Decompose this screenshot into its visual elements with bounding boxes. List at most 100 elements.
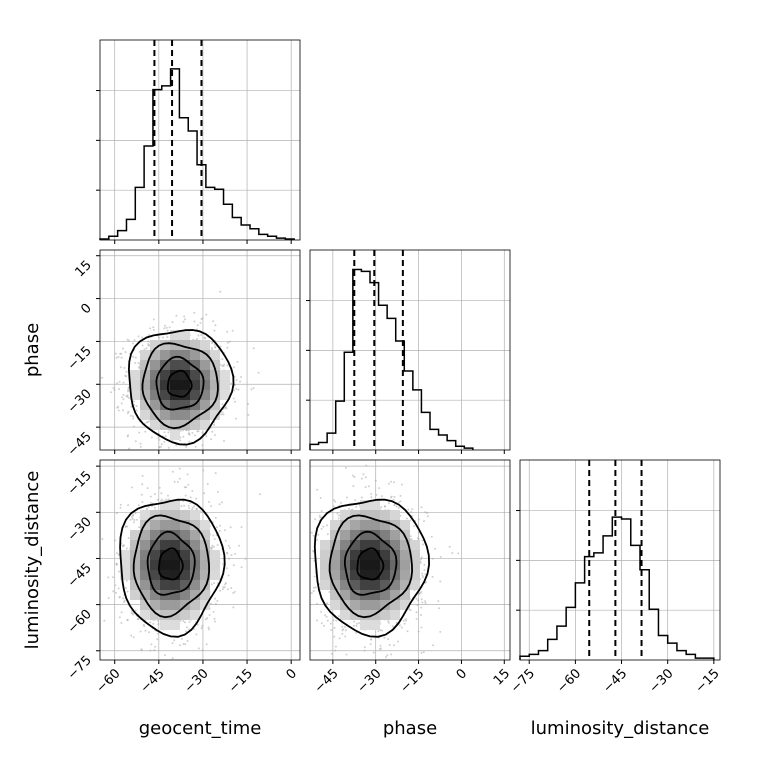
- density-cell: [200, 380, 210, 390]
- contour-line: [127, 329, 235, 446]
- density-cell: [190, 370, 200, 380]
- scatter-point: [227, 588, 229, 591]
- scatter-point: [119, 506, 122, 509]
- scatter-point: [210, 583, 213, 586]
- scatter-point: [367, 485, 370, 488]
- scatter-point: [163, 431, 166, 434]
- scatter-point: [244, 557, 247, 560]
- density-cell: [220, 370, 230, 380]
- scatter-point: [120, 352, 123, 355]
- scatter-point: [214, 472, 217, 475]
- density-cell: [340, 570, 350, 580]
- contour-line: [155, 355, 205, 411]
- scatter-point: [234, 383, 236, 386]
- scatter-point: [202, 469, 205, 472]
- scatter-point: [120, 356, 123, 359]
- scatter-point: [163, 654, 166, 657]
- scatter-point: [213, 582, 216, 584]
- histogram-step-luminosity_distance: [519, 516, 715, 660]
- scatter-point: [206, 617, 209, 620]
- scatter-point: [147, 506, 150, 508]
- scatter-point: [140, 493, 143, 496]
- scatter-point: [386, 654, 389, 657]
- scatter-point: [132, 415, 135, 418]
- density-cell: [150, 610, 160, 620]
- scatter-point: [320, 510, 323, 513]
- scatter-point: [139, 442, 142, 445]
- scatter-point: [140, 648, 143, 651]
- scatter-point: [141, 483, 144, 486]
- scatter-point: [122, 381, 125, 384]
- density-cell: [200, 530, 210, 540]
- scatter-point: [116, 382, 119, 385]
- scatter-point: [223, 440, 225, 442]
- scatter-point: [326, 524, 328, 527]
- scatter-point: [383, 636, 386, 639]
- scatter-point: [191, 490, 194, 492]
- density-cell: [150, 520, 160, 530]
- scatter-point: [410, 538, 413, 541]
- scatter-point: [180, 637, 183, 640]
- density-cell: [140, 590, 150, 600]
- density-cell: [210, 350, 220, 360]
- scatter-point: [211, 430, 214, 433]
- scatter-point: [230, 382, 233, 385]
- scatter-point: [131, 342, 134, 345]
- tick-marks: [96, 255, 292, 454]
- scatter-point: [393, 504, 396, 507]
- scatter-point: [318, 514, 321, 517]
- density-cell: [170, 580, 180, 590]
- density-cell: [340, 590, 350, 600]
- scatter-point: [210, 505, 213, 508]
- scatter-point: [131, 514, 134, 517]
- scatter-point: [448, 545, 451, 548]
- scatter-point: [171, 657, 174, 660]
- scatter-point: [213, 617, 216, 620]
- scatter-point: [117, 356, 120, 358]
- density-cell: [150, 360, 160, 370]
- scatter-point: [316, 619, 319, 622]
- scatter-point: [197, 334, 200, 337]
- density-cell: [180, 400, 190, 410]
- scatter-point: [337, 517, 340, 520]
- density-cell: [210, 400, 220, 410]
- scatter-point: [125, 547, 128, 550]
- density-cell: [140, 510, 150, 520]
- density-cell: [210, 560, 220, 570]
- density-cell: [320, 570, 330, 580]
- density-cell: [210, 550, 220, 560]
- scatter-point: [222, 413, 225, 416]
- scatter-point: [345, 466, 347, 469]
- density-cell: [340, 610, 350, 620]
- density-cell: [180, 570, 190, 580]
- scatter-point: [210, 602, 213, 605]
- scatter-point: [329, 622, 332, 625]
- density-cell: [150, 560, 160, 570]
- scatter-point: [200, 627, 203, 630]
- scatter-point: [115, 356, 118, 359]
- scatter-point: [116, 406, 119, 409]
- scatter-point: [126, 412, 129, 415]
- scatter-point: [380, 629, 383, 632]
- scatter-point: [257, 371, 260, 374]
- density-cell: [190, 410, 200, 420]
- scatter-point: [355, 505, 358, 508]
- scatter-point: [147, 344, 150, 347]
- density-cell: [140, 540, 150, 550]
- scatter-point: [225, 551, 228, 554]
- scatter-point: [211, 544, 214, 547]
- scatter-point: [417, 518, 420, 521]
- scatter-point: [250, 388, 253, 391]
- density-cell: [350, 600, 360, 610]
- scatter-point: [337, 615, 340, 618]
- density-cell: [370, 620, 380, 630]
- scatter-point: [134, 609, 137, 612]
- scatter-point: [406, 517, 408, 520]
- scatter-point: [167, 494, 169, 497]
- scatter-point: [146, 487, 149, 490]
- scatter-point: [210, 438, 213, 441]
- scatter-point: [314, 586, 317, 589]
- density-cell: [370, 520, 380, 530]
- scatter-point: [227, 574, 230, 577]
- scatter-point: [388, 644, 391, 646]
